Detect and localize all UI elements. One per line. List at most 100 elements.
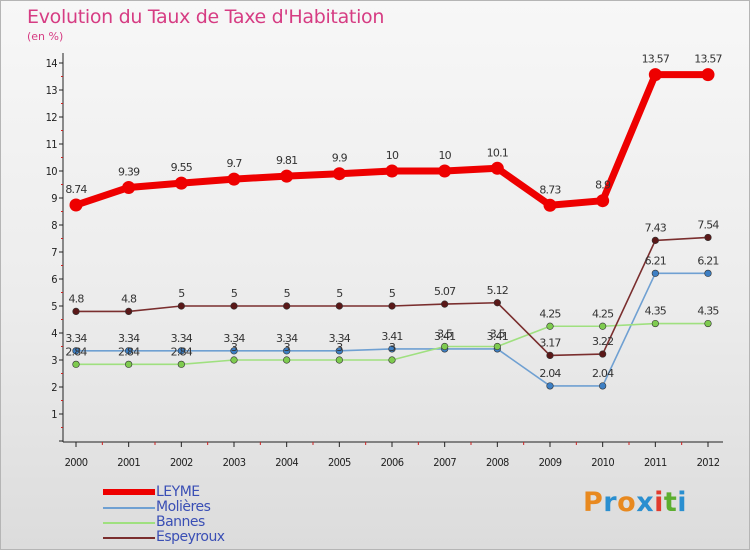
data-point (283, 356, 291, 364)
data-point (651, 269, 659, 277)
y-tick-label: 14 (46, 57, 58, 70)
logo-letter: P (583, 487, 604, 518)
data-label: 2.84 (65, 345, 87, 358)
data-label: 2.84 (171, 345, 193, 358)
data-point (125, 347, 133, 355)
data-point (332, 167, 346, 181)
data-label: 3.34 (223, 332, 245, 345)
x-tick-label: 2007 (433, 456, 456, 469)
data-point (388, 356, 396, 364)
data-point (335, 356, 343, 364)
data-label: 4.8 (121, 292, 137, 305)
data-point (122, 180, 136, 194)
data-label: 3.34 (118, 332, 140, 345)
data-label: 9.81 (276, 154, 297, 167)
x-tick-label: 2004 (275, 456, 298, 469)
series-leyme (69, 68, 715, 212)
data-point (704, 233, 712, 242)
logo-letter: r (603, 487, 618, 518)
data-point (493, 342, 501, 351)
data-point (599, 322, 607, 330)
data-point (283, 302, 291, 310)
data-point (701, 68, 715, 82)
legend-swatch (103, 522, 155, 524)
x-tick-label: 2002 (170, 456, 193, 469)
data-point (227, 172, 241, 186)
y-tick-label: 1 (51, 408, 57, 421)
data-point (704, 319, 712, 328)
data-point (385, 164, 399, 178)
data-point (493, 299, 501, 307)
y-tick-label: 9 (51, 192, 57, 205)
series-espeyroux (72, 233, 712, 360)
data-point (438, 164, 452, 178)
data-label: 9.9 (332, 152, 348, 165)
y-tick-label: 5 (51, 300, 57, 313)
x-tick-label: 2010 (591, 456, 614, 469)
data-label: 4.8 (68, 292, 84, 305)
x-tick-label: 2003 (223, 456, 246, 469)
data-label: 10 (386, 149, 399, 162)
proxiti-logo: Proxiti (583, 487, 687, 518)
data-point (280, 169, 294, 183)
data-point (546, 382, 554, 390)
data-point (72, 347, 80, 355)
data-point (174, 176, 188, 190)
legend-label: Molières (156, 499, 211, 515)
legend-swatch (103, 489, 155, 495)
data-point (125, 360, 133, 368)
data-label: 7.54 (697, 218, 719, 231)
data-label: 6.21 (697, 254, 718, 267)
series-layer (69, 68, 715, 390)
legend-label: Espeyroux (156, 529, 225, 545)
data-label: 5 (231, 287, 238, 300)
data-point (441, 300, 449, 308)
data-label: 5 (389, 287, 396, 300)
data-label: 3.41 (434, 330, 455, 343)
data-point (388, 302, 396, 310)
data-point (69, 198, 83, 212)
data-label: 3.41 (487, 330, 508, 343)
data-label: 9.7 (226, 157, 242, 170)
y-tick-label: 6 (51, 273, 57, 286)
logo-letter: x (636, 487, 655, 518)
data-point (335, 347, 343, 355)
data-point (704, 269, 712, 277)
data-point (546, 351, 554, 360)
y-tick-label: 4 (51, 327, 57, 340)
data-point (72, 360, 80, 368)
data-label: 5 (178, 287, 185, 300)
data-label: 5 (284, 287, 291, 300)
data-point (177, 302, 185, 310)
data-label: 3.17 (539, 336, 561, 349)
data-label: 5.12 (487, 284, 508, 297)
data-label: 2.84 (118, 345, 140, 358)
y-tick-label: 13 (46, 84, 58, 97)
x-tick-label: 2001 (117, 456, 140, 469)
data-label: 3 (284, 341, 291, 354)
x-tick-label: 2005 (328, 456, 351, 469)
data-point (599, 382, 607, 390)
x-tick-label: 2008 (486, 456, 509, 469)
y-tick-label: 8 (51, 219, 57, 232)
data-label: 4.35 (645, 305, 667, 318)
logo-letter: i (677, 487, 688, 518)
series-molières (72, 269, 712, 390)
y-tick-label: 11 (46, 138, 58, 151)
data-label: 13.57 (694, 53, 722, 66)
data-point (125, 307, 133, 316)
y-tick-label: 10 (46, 165, 58, 178)
chart-unit-label: (en %) (27, 30, 64, 43)
data-label: 3.34 (329, 332, 351, 345)
data-label: 3 (336, 341, 343, 354)
data-label: 10.1 (487, 146, 508, 159)
data-point (177, 347, 185, 355)
data-label: 3.34 (65, 332, 87, 345)
data-point (648, 68, 662, 82)
data-label: 3.34 (171, 332, 193, 345)
data-point (596, 194, 610, 208)
data-label: 6.21 (645, 254, 666, 267)
data-labels-layer: 8.74 9.39 9.55 9.7 9.81 9.9 10 10 10.1 8.73 8.9 13.… (65, 53, 723, 380)
